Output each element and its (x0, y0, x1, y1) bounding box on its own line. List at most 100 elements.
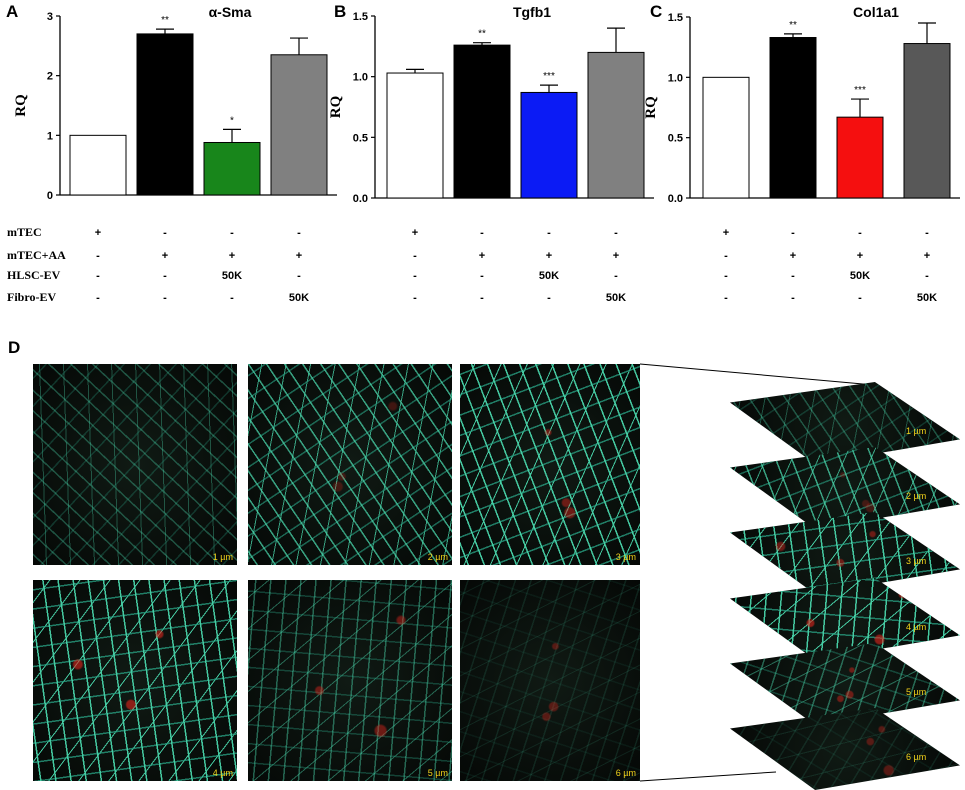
bar (903, 43, 951, 199)
condition-value: 50K (289, 292, 309, 304)
slice-caption: 3 µm (906, 556, 927, 566)
y-tick-label: 3 (47, 11, 53, 23)
condition-value: - (858, 292, 862, 304)
condition-value: + (162, 250, 168, 262)
confocal-image-6: 6 µm (460, 580, 640, 781)
condition-value: - (791, 270, 795, 282)
panel-label: B (334, 2, 346, 21)
zoom-connector-line (639, 771, 777, 782)
y-tick-label: 1.0 (668, 72, 683, 84)
y-tick-label: 0 (47, 190, 53, 202)
bar (836, 116, 884, 199)
condition-value: - (480, 292, 484, 304)
condition-value: - (297, 270, 301, 282)
chart-title: Tgfb1 (513, 4, 551, 20)
slice-caption: 4 µm (906, 622, 927, 632)
slice-caption: 1 µm (906, 426, 927, 436)
condition-value: + (924, 250, 930, 262)
significance-label: *** (543, 71, 555, 82)
condition-value: - (96, 250, 100, 262)
condition-value: + (723, 227, 729, 239)
condition-value: - (614, 227, 618, 239)
chart-title: α-Sma (209, 4, 252, 20)
zoom-lines (639, 363, 875, 782)
y-tick-label: 1.0 (353, 72, 368, 84)
y-axis-label: RQ (13, 94, 29, 117)
significance-label: ** (478, 29, 486, 40)
y-tick-label: 1.5 (668, 12, 683, 24)
condition-label: mTEC+AA (7, 248, 66, 262)
y-axis-label: RQ (643, 96, 659, 119)
condition-label: Fibro-EV (7, 290, 56, 304)
bar (203, 141, 261, 196)
condition-value: - (163, 292, 167, 304)
condition-value: - (96, 292, 100, 304)
condition-value: - (413, 270, 417, 282)
chart-title: Col1a1 (853, 4, 899, 20)
condition-value: 50K (917, 292, 937, 304)
bar (136, 33, 194, 196)
condition-value: - (724, 292, 728, 304)
depth-caption: 3 µm (615, 552, 636, 562)
y-tick-label: 1.5 (353, 11, 368, 23)
condition-value: - (480, 227, 484, 239)
condition-value: - (791, 227, 795, 239)
bar (769, 37, 817, 199)
condition-value: - (96, 270, 100, 282)
condition-value: + (790, 250, 796, 262)
confocal-image-2: 2 µm (248, 364, 452, 565)
y-tick-label: 0.5 (353, 132, 368, 144)
panel-d-label: D (8, 338, 21, 357)
condition-value: + (95, 227, 101, 239)
condition-label: HLSC-EV (7, 268, 61, 282)
zoom-connector-line (639, 363, 875, 386)
condition-value: - (413, 250, 417, 262)
condition-value: - (614, 270, 618, 282)
condition-value: - (724, 250, 728, 262)
significance-label: *** (854, 85, 866, 96)
bar (69, 134, 127, 196)
confocal-image-1: 1 µm (33, 364, 237, 565)
confocal-image-5: 5 µm (248, 580, 452, 781)
condition-value: - (791, 292, 795, 304)
depth-caption: 2 µm (427, 552, 448, 562)
condition-value: + (229, 250, 235, 262)
depth-caption: 1 µm (212, 552, 233, 562)
depth-caption: 4 µm (212, 768, 233, 778)
slice-caption: 6 µm (906, 752, 927, 762)
condition-value: - (297, 227, 301, 239)
confocal-image-3: 3 µm (460, 364, 640, 565)
condition-value: - (480, 270, 484, 282)
condition-value: 50K (222, 270, 242, 282)
condition-value: + (546, 250, 552, 262)
bar (520, 91, 578, 199)
depth-caption: 5 µm (427, 768, 448, 778)
bar (702, 76, 750, 199)
condition-value: - (547, 227, 551, 239)
bar (386, 72, 444, 199)
condition-value: - (858, 227, 862, 239)
condition-value: - (925, 227, 929, 239)
slice-caption: 2 µm (906, 491, 927, 501)
panel-label: C (650, 2, 662, 21)
condition-value: + (857, 250, 863, 262)
condition-value: + (296, 250, 302, 262)
condition-value: - (163, 270, 167, 282)
significance-label: ** (161, 15, 169, 26)
condition-value: + (479, 250, 485, 262)
condition-value: 50K (539, 270, 559, 282)
slice-caption: 5 µm (906, 687, 927, 697)
significance-label: ** (789, 20, 797, 31)
y-tick-label: 1 (47, 130, 53, 142)
condition-value: - (413, 292, 417, 304)
condition-label: mTEC (7, 225, 42, 239)
panel-label: A (6, 2, 18, 21)
condition-value: - (724, 270, 728, 282)
condition-value: - (230, 292, 234, 304)
bar (453, 44, 511, 199)
y-axis-label: RQ (328, 95, 344, 118)
bar (587, 51, 645, 199)
